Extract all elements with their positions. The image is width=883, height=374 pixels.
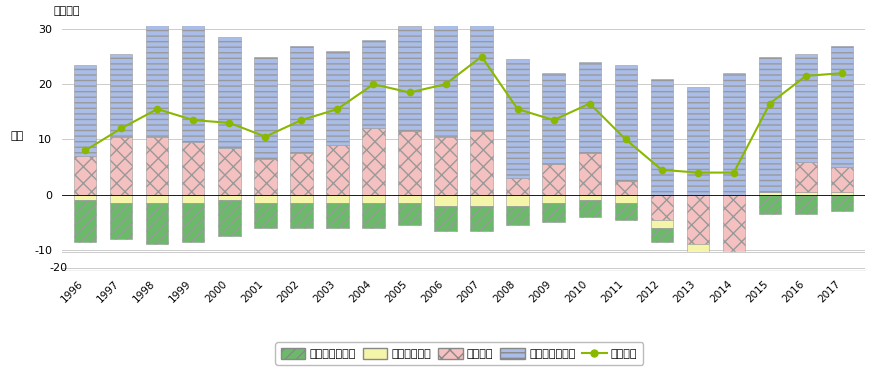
Bar (687, 87, 709, 195)
Bar (254, 195, 276, 203)
Bar (398, 203, 420, 225)
Bar (327, 195, 349, 203)
Text: （兆円）: （兆円） (54, 6, 80, 16)
Bar (542, 164, 565, 195)
Bar (471, 0, 493, 131)
Bar (578, 200, 600, 217)
Bar (507, 59, 529, 178)
Bar (218, 195, 240, 200)
Bar (291, 203, 313, 228)
Bar (795, 162, 817, 192)
Bar (74, 200, 96, 242)
Bar (110, 54, 132, 137)
Bar (578, 153, 600, 195)
Bar (218, 148, 240, 195)
Bar (182, 195, 205, 203)
Bar (795, 54, 817, 162)
Bar (218, 200, 240, 236)
Bar (218, 37, 240, 148)
Bar (651, 195, 673, 220)
Bar (758, 192, 781, 195)
Bar (507, 195, 529, 206)
Bar (398, 131, 420, 195)
Bar (542, 195, 565, 203)
Bar (362, 195, 385, 203)
Bar (507, 178, 529, 195)
Bar (291, 46, 313, 153)
Bar (615, 65, 637, 181)
Bar (615, 195, 637, 203)
Bar (362, 128, 385, 195)
Bar (471, 206, 493, 231)
Bar (542, 73, 565, 164)
Bar (687, 245, 709, 255)
Bar (291, 195, 313, 203)
Bar (795, 195, 817, 214)
Bar (254, 159, 276, 195)
Bar (254, 203, 276, 228)
Bar (471, 195, 493, 206)
Bar (578, 62, 600, 153)
Bar (687, 255, 709, 269)
Bar (110, 195, 132, 203)
Bar (74, 65, 96, 156)
Bar (615, 181, 637, 195)
Bar (831, 167, 853, 192)
Bar (254, 56, 276, 159)
Bar (327, 145, 349, 195)
Bar (722, 73, 745, 195)
Bar (182, 24, 205, 142)
Bar (434, 24, 457, 137)
Bar (398, 195, 420, 203)
Bar (507, 206, 529, 225)
Bar (758, 56, 781, 192)
Bar (146, 21, 169, 137)
Bar (362, 40, 385, 128)
Bar (146, 195, 169, 203)
Bar (434, 195, 457, 206)
Bar (74, 156, 96, 195)
Bar (758, 195, 781, 214)
Bar (146, 137, 169, 195)
Bar (434, 206, 457, 231)
Bar (687, 195, 709, 245)
Bar (831, 46, 853, 167)
Bar (831, 192, 853, 195)
Bar (146, 203, 169, 245)
Bar (722, 253, 745, 261)
Bar (182, 203, 205, 242)
Bar (327, 51, 349, 145)
Bar (291, 153, 313, 195)
Bar (542, 203, 565, 222)
Bar (398, 26, 420, 131)
Bar (578, 195, 600, 200)
Bar (722, 195, 745, 253)
Bar (327, 203, 349, 228)
Legend: 第二次所得収支, サービス収支, 貸易収支, 第一次所得収支, 経常収支: 第二次所得収支, サービス収支, 貸易収支, 第一次所得収支, 経常収支 (275, 343, 643, 365)
Bar (651, 228, 673, 242)
Bar (110, 203, 132, 239)
Bar (471, 131, 493, 195)
Bar (651, 220, 673, 228)
Bar (722, 261, 745, 278)
Bar (182, 142, 205, 195)
Bar (831, 195, 853, 211)
Bar (651, 79, 673, 195)
Bar (362, 203, 385, 228)
Bar (434, 137, 457, 195)
Text: 兆円: 兆円 (11, 131, 24, 141)
Text: -20: -20 (49, 263, 67, 273)
Bar (795, 192, 817, 195)
Bar (615, 203, 637, 220)
Bar (74, 195, 96, 200)
Bar (110, 137, 132, 195)
